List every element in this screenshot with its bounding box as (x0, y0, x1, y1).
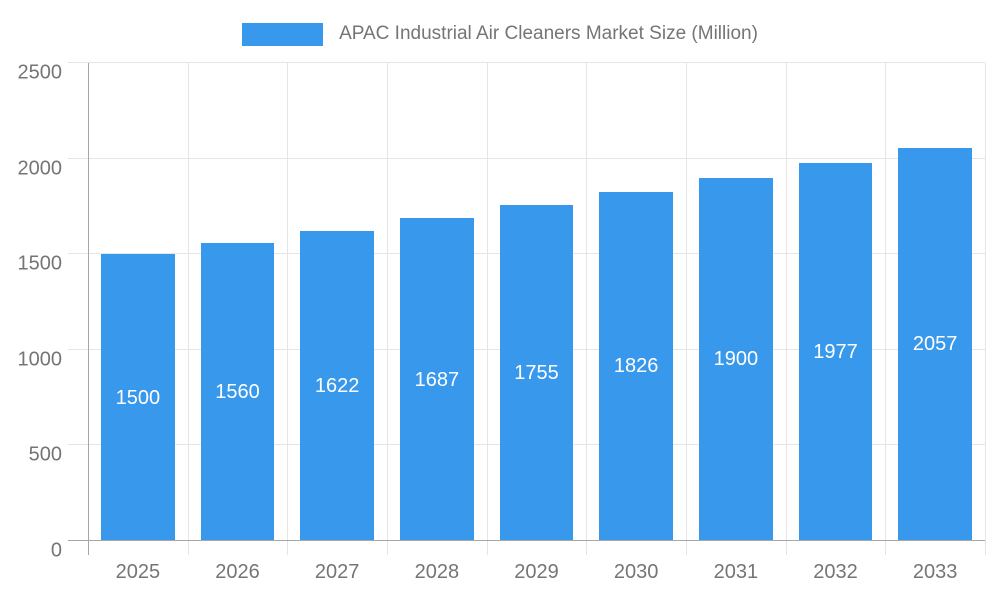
bar-2025[interactable]: 1500 (100, 254, 175, 541)
x-axis-baseline (68, 540, 985, 541)
x-axis-tick-label: 2027 (314, 561, 360, 583)
plot-area: 0 500 1000 1500 2000 2500 1500 2025 1560 2026 1622… (18, 62, 986, 583)
gridline-x-boundary (985, 63, 986, 555)
bar-2031[interactable]: 1900 (698, 177, 773, 541)
gridline-x-boundary (685, 63, 687, 555)
bar-value-label: 1560 (215, 380, 260, 403)
bar-value-label: 1826 (613, 355, 659, 378)
legend-label: APAC Industrial Air Cleaners Market Size… (339, 23, 758, 44)
gridline-x-boundary (187, 63, 189, 555)
bar-value-label: 1900 (713, 348, 759, 371)
bar-2026[interactable]: 1560 (200, 242, 275, 541)
bar-2033[interactable]: 2057 (898, 147, 973, 541)
y-axis-tick-label: 1500 (17, 252, 63, 275)
y-axis-tick-label: 2500 (17, 61, 63, 84)
gridline-x-boundary (586, 63, 588, 555)
x-axis-tick-label: 2030 (613, 561, 659, 583)
gridline-x-boundary (785, 63, 787, 555)
x-axis-tick-label: 2031 (713, 561, 759, 583)
bar-value-label: 1977 (813, 341, 858, 363)
gridline-x-boundary (486, 63, 488, 555)
x-axis-tick-label: 2026 (215, 561, 260, 583)
x-axis-tick-label: 2033 (912, 561, 958, 583)
bar-value-label: 1500 (115, 386, 161, 409)
gridline-x-boundary (885, 63, 887, 555)
x-axis-tick-label: 2025 (115, 561, 161, 583)
y-axis-tick-label: 2000 (17, 157, 63, 180)
bar-2029[interactable]: 1755 (499, 205, 574, 541)
bar-value-label: 1755 (514, 362, 559, 385)
x-axis-tick-label: 2032 (813, 561, 858, 583)
bar-2028[interactable]: 1687 (399, 218, 474, 541)
legend-swatch (242, 22, 324, 46)
gridline-x-boundary (287, 63, 289, 555)
y-axis-tick-label: 1000 (17, 348, 63, 371)
bar-2027[interactable]: 1622 (300, 230, 375, 541)
bar-2030[interactable]: 1826 (599, 191, 674, 541)
bar-value-label: 1687 (414, 368, 460, 391)
y-axis-line (88, 63, 89, 555)
gridline-y-2000 (68, 157, 985, 159)
y-axis-tick-label: 0 (50, 539, 62, 562)
x-axis-tick-label: 2029 (514, 561, 559, 583)
gridline-y-2500 (68, 62, 985, 63)
bar-value-label: 1622 (314, 374, 360, 397)
bar-value-label: 2057 (912, 333, 958, 356)
gridline-x-boundary (386, 63, 388, 555)
legend: APAC Industrial Air Cleaners Market Size… (0, 14, 1000, 54)
x-axis-tick-label: 2028 (414, 561, 460, 583)
y-axis-tick-label: 500 (28, 443, 62, 466)
bar-2032[interactable]: 1977 (798, 163, 873, 541)
